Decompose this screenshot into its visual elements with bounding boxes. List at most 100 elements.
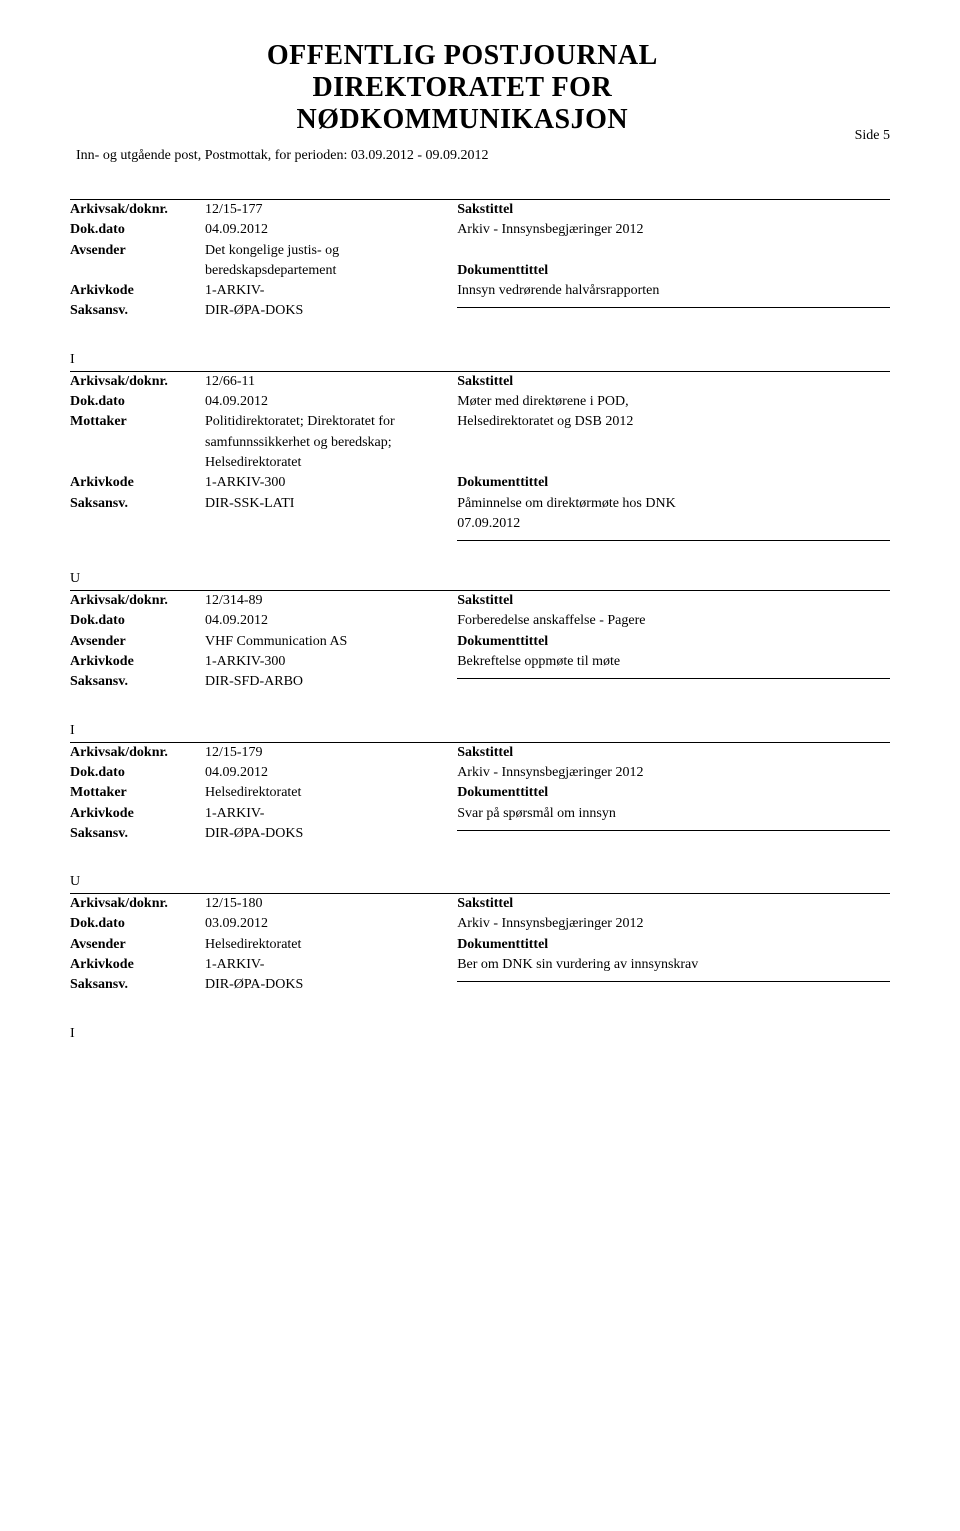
field-value: 04.09.2012 xyxy=(205,220,437,240)
dokumenttittel-text: Påminnelse om direktørmøte hos DNK xyxy=(457,494,890,514)
arkivkode-row: Arkivkode1-ARKIV-300 xyxy=(70,473,437,493)
field-value: Det kongelige justis- og beredskapsdepar… xyxy=(205,241,437,282)
field-value: 12/314-89 xyxy=(205,591,437,611)
dokdato-row: Dok.dato04.09.2012 xyxy=(70,763,437,783)
dokumenttittel-text: 07.09.2012 xyxy=(457,514,890,534)
party-row: AvsenderVHF Communication AS xyxy=(70,632,437,652)
title-line-1: OFFENTLIG POSTJOURNAL xyxy=(70,40,855,72)
saksansv-row: Saksansv.DIR-ØPA-DOKS xyxy=(70,824,437,844)
sakstittel-label: Sakstittel xyxy=(457,591,890,611)
field-value: 04.09.2012 xyxy=(205,763,437,783)
dokdato-row: Dok.dato03.09.2012 xyxy=(70,914,437,934)
saksansv-row: Saksansv.DIR-SSK-LATI xyxy=(70,494,437,514)
dokdato-row: Dok.dato04.09.2012 xyxy=(70,611,437,631)
field-value: 1-ARKIV- xyxy=(205,281,437,301)
field-label: Arkivkode xyxy=(70,955,205,975)
field-label: Avsender xyxy=(70,632,205,652)
field-label: Avsender xyxy=(70,241,205,282)
sakstittel-text: Møter med direktørene i POD, xyxy=(457,392,890,412)
field-value: 03.09.2012 xyxy=(205,914,437,934)
field-value: 04.09.2012 xyxy=(205,392,437,412)
field-value: 1-ARKIV-300 xyxy=(205,652,437,672)
arkivsak-row: Arkivsak/doknr.12/314-89 xyxy=(70,591,437,611)
arkivkode-row: Arkivkode1-ARKIV- xyxy=(70,281,437,301)
field-value: DIR-ØPA-DOKS xyxy=(205,301,437,321)
field-value: 04.09.2012 xyxy=(205,611,437,631)
right-column: SakstittelArkiv - Innsynsbegjæringer 201… xyxy=(447,743,890,844)
dokumenttittel-text: Ber om DNK sin vurdering av innsynskrav xyxy=(457,955,890,975)
field-value: Helsedirektoratet xyxy=(205,935,437,955)
left-column: Arkivsak/doknr.12/15-179Dok.dato04.09.20… xyxy=(70,743,447,844)
field-label: Dok.dato xyxy=(70,763,205,783)
page-header: OFFENTLIG POSTJOURNAL DIREKTORATET FOR N… xyxy=(70,40,890,164)
field-label: Dok.dato xyxy=(70,220,205,240)
sakstittel-label: Sakstittel xyxy=(457,200,890,220)
field-label: Arkivkode xyxy=(70,473,205,493)
field-label: Avsender xyxy=(70,935,205,955)
field-label: Arkivkode xyxy=(70,652,205,672)
field-label: Arkivsak/doknr. xyxy=(70,743,205,763)
arkivsak-row: Arkivsak/doknr.12/15-179 xyxy=(70,743,437,763)
journal-entry: IArkivsak/doknr.12/15-179Dok.dato04.09.2… xyxy=(70,723,890,844)
field-value: DIR-ØPA-DOKS xyxy=(205,824,437,844)
entry-marker: I xyxy=(70,352,890,368)
entries-list: Arkivsak/doknr.12/15-177Dok.dato04.09.20… xyxy=(70,199,890,996)
party-row: AvsenderHelsedirektoratet xyxy=(70,935,437,955)
sakstittel-text: Arkiv - Innsynsbegjæringer 2012 xyxy=(457,220,890,240)
arkivsak-row: Arkivsak/doknr.12/66-11 xyxy=(70,372,437,392)
dokumenttittel-text: Innsyn vedrørende halvårsrapporten xyxy=(457,281,890,301)
dokumenttittel-label: Dokumenttittel xyxy=(457,783,890,803)
party-row: MottakerHelsedirektoratet xyxy=(70,783,437,803)
field-value: VHF Communication AS xyxy=(205,632,437,652)
dokumenttittel-label: Dokumenttittel xyxy=(457,473,890,493)
party-row: AvsenderDet kongelige justis- og beredsk… xyxy=(70,241,437,282)
right-divider xyxy=(457,981,890,982)
right-divider xyxy=(457,830,890,831)
field-value: 1-ARKIV-300 xyxy=(205,473,437,493)
left-column: Arkivsak/doknr.12/15-180Dok.dato03.09.20… xyxy=(70,894,447,995)
field-label: Arkivkode xyxy=(70,281,205,301)
journal-entry: U Arkivsak/doknr.12/15-180Dok.dato03.09.2… xyxy=(70,874,890,995)
left-column: Arkivsak/doknr.12/314-89Dok.dato04.09.20… xyxy=(70,591,447,692)
dokumenttittel-label: Dokumenttittel xyxy=(457,261,890,281)
right-column: SakstittelForberedelse anskaffelse - Pag… xyxy=(447,591,890,692)
entry-marker: U xyxy=(70,874,890,890)
field-label: Arkivsak/doknr. xyxy=(70,200,205,220)
field-label: Dok.dato xyxy=(70,914,205,934)
field-value: 1-ARKIV- xyxy=(205,955,437,975)
period-line: Inn- og utgående post, Postmottak, for p… xyxy=(70,148,855,164)
field-label: Arkivsak/doknr. xyxy=(70,894,205,914)
arkivkode-row: Arkivkode1-ARKIV- xyxy=(70,804,437,824)
field-value: DIR-SSK-LATI xyxy=(205,494,437,514)
field-label: Arkivsak/doknr. xyxy=(70,372,205,392)
field-label: Saksansv. xyxy=(70,975,205,995)
spacer xyxy=(457,433,890,453)
field-label: Mottaker xyxy=(70,783,205,803)
saksansv-row: Saksansv.DIR-ØPA-DOKS xyxy=(70,975,437,995)
field-label: Saksansv. xyxy=(70,494,205,514)
title-block: OFFENTLIG POSTJOURNAL DIREKTORATET FOR N… xyxy=(70,40,855,164)
entry-columns: Arkivsak/doknr.12/66-11Dok.dato04.09.201… xyxy=(70,372,890,541)
right-divider xyxy=(457,540,890,541)
party-row: MottakerPolitidirektoratet; Direktoratet… xyxy=(70,412,437,473)
field-value: 1-ARKIV- xyxy=(205,804,437,824)
journal-entry: Arkivsak/doknr.12/15-177Dok.dato04.09.20… xyxy=(70,199,890,322)
field-label: Dok.dato xyxy=(70,611,205,631)
field-label: Saksansv. xyxy=(70,672,205,692)
saksansv-row: Saksansv.DIR-SFD-ARBO xyxy=(70,672,437,692)
dokdato-row: Dok.dato04.09.2012 xyxy=(70,220,437,240)
arkivkode-row: Arkivkode1-ARKIV- xyxy=(70,955,437,975)
field-value: 12/15-179 xyxy=(205,743,437,763)
entry-marker: U xyxy=(70,571,890,587)
left-column: Arkivsak/doknr.12/15-177Dok.dato04.09.20… xyxy=(70,200,447,322)
field-label: Arkivsak/doknr. xyxy=(70,591,205,611)
right-divider xyxy=(457,678,890,679)
right-column: SakstittelArkiv - Innsynsbegjæringer 201… xyxy=(447,894,890,995)
right-column: SakstittelMøter med direktørene i POD,He… xyxy=(447,372,890,541)
field-label: Dok.dato xyxy=(70,392,205,412)
field-value: 12/15-177 xyxy=(205,200,437,220)
arkivsak-row: Arkivsak/doknr.12/15-180 xyxy=(70,894,437,914)
entry-columns: Arkivsak/doknr.12/15-177Dok.dato04.09.20… xyxy=(70,200,890,322)
field-label: Saksansv. xyxy=(70,301,205,321)
spacer xyxy=(457,453,890,473)
